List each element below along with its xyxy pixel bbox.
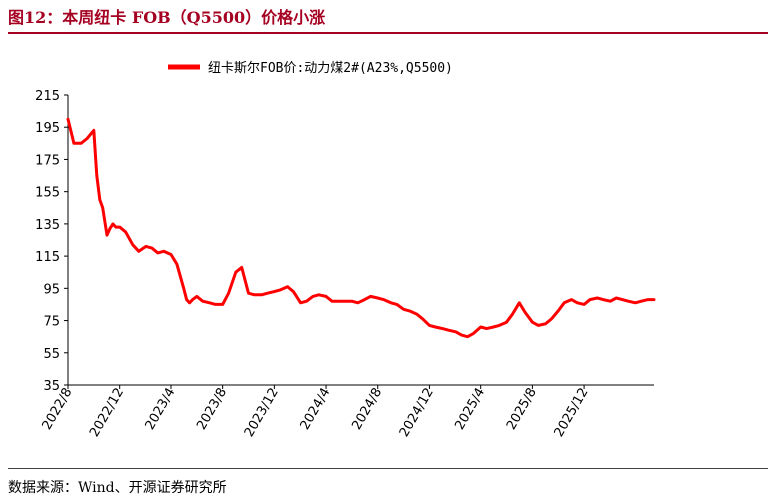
x-tick-label: 2024/12 bbox=[397, 386, 437, 440]
y-tick-label: 55 bbox=[43, 347, 60, 362]
x-tick-label: 2024/4 bbox=[298, 386, 334, 433]
x-tick-label: 2023/12 bbox=[242, 386, 282, 440]
y-axis: 35 55 75 95 115 135 155 175 195 215 bbox=[35, 89, 69, 394]
figure-title: 图12：本周纽卡 FOB（Q5500）价格小涨 bbox=[8, 8, 326, 27]
legend-label: 纽卡斯尔FOB价:动力煤2#(A23%,Q5500) bbox=[208, 61, 453, 76]
plot-area bbox=[66, 117, 656, 339]
x-tick-label: 2024/8 bbox=[349, 386, 385, 433]
y-tick-label: 135 bbox=[35, 218, 60, 233]
x-tick-label: 2025/8 bbox=[504, 386, 540, 433]
y-tick-label: 115 bbox=[35, 250, 60, 265]
source-rule bbox=[8, 468, 768, 469]
line-chart: 纽卡斯尔FOB价:动力煤2#(A23%,Q5500) 35 55 75 95 115 13… bbox=[35, 61, 656, 440]
x-tick-label: 2023/8 bbox=[194, 386, 230, 433]
x-tick-label: 2025/12 bbox=[552, 386, 592, 440]
y-tick-label: 35 bbox=[43, 379, 60, 394]
data-source: 数据来源：Wind、开源证券研究所 bbox=[8, 480, 227, 496]
y-tick-label: 175 bbox=[35, 153, 60, 168]
x-tick-label: 2023/4 bbox=[143, 386, 179, 433]
title-rule bbox=[8, 32, 768, 34]
y-tick-label: 75 bbox=[43, 315, 60, 330]
series-line-newcastle-fob bbox=[66, 117, 656, 339]
x-tick-label: 2022/12 bbox=[87, 386, 127, 440]
x-tick-label: 2025/4 bbox=[452, 386, 488, 433]
y-tick-label: 195 bbox=[35, 121, 60, 136]
y-tick-label: 95 bbox=[43, 282, 60, 297]
x-axis: 2022/8 2022/12 2023/4 2023/8 2023/12 2024/4 20… bbox=[40, 384, 654, 440]
legend: 纽卡斯尔FOB价:动力煤2#(A23%,Q5500) bbox=[168, 61, 453, 76]
y-tick-label: 215 bbox=[35, 89, 60, 104]
y-tick-label: 155 bbox=[35, 186, 60, 201]
